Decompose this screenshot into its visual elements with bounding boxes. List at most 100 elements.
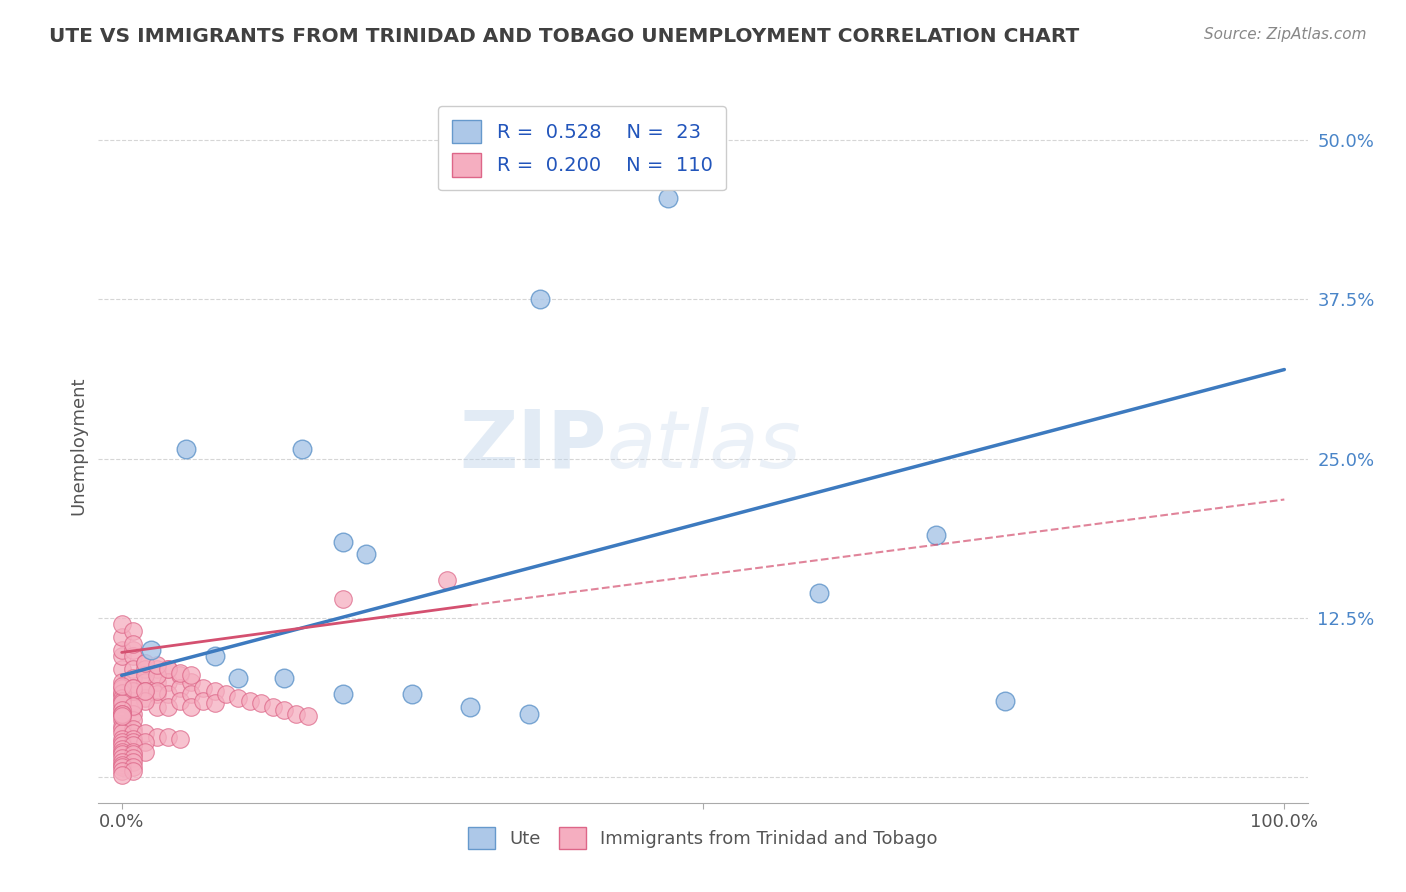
Point xyxy=(808,585,831,599)
Point xyxy=(157,688,180,702)
Point xyxy=(122,751,145,765)
Point xyxy=(122,662,145,676)
Point xyxy=(111,760,134,774)
Point xyxy=(111,739,134,753)
Point xyxy=(111,681,134,695)
Point xyxy=(169,668,191,682)
Point xyxy=(460,700,482,714)
Point xyxy=(111,713,134,727)
Point xyxy=(111,732,134,747)
Point xyxy=(134,662,156,676)
Point xyxy=(122,764,145,778)
Point xyxy=(332,688,354,702)
Point xyxy=(111,755,134,769)
Point xyxy=(134,656,156,670)
Point xyxy=(285,706,308,721)
Point xyxy=(122,643,145,657)
Point xyxy=(145,730,167,744)
Point xyxy=(122,624,145,638)
Point xyxy=(134,683,156,698)
Point xyxy=(122,700,145,714)
Point xyxy=(204,649,226,664)
Text: ZIP: ZIP xyxy=(458,407,606,485)
Point xyxy=(111,649,134,664)
Point xyxy=(134,683,156,698)
Point xyxy=(111,719,134,733)
Point xyxy=(122,671,145,685)
Point xyxy=(111,706,134,721)
Legend: Ute, Immigrants from Trinidad and Tobago: Ute, Immigrants from Trinidad and Tobago xyxy=(458,818,948,858)
Point xyxy=(111,747,134,762)
Point xyxy=(145,662,167,676)
Point xyxy=(134,656,156,670)
Point xyxy=(332,534,354,549)
Point xyxy=(169,732,191,747)
Point xyxy=(332,591,354,606)
Point xyxy=(122,681,145,695)
Point xyxy=(111,709,134,723)
Text: Source: ZipAtlas.com: Source: ZipAtlas.com xyxy=(1204,27,1367,42)
Point xyxy=(122,747,145,762)
Point xyxy=(111,697,134,711)
Point xyxy=(291,442,314,456)
Point xyxy=(134,734,156,748)
Point xyxy=(122,694,145,708)
Point xyxy=(111,691,134,706)
Point xyxy=(145,683,167,698)
Point xyxy=(204,683,226,698)
Point xyxy=(180,668,202,682)
Text: atlas: atlas xyxy=(606,407,801,485)
Point xyxy=(122,649,145,664)
Point xyxy=(122,706,145,721)
Point xyxy=(401,688,423,702)
Point xyxy=(111,725,134,739)
Text: UTE VS IMMIGRANTS FROM TRINIDAD AND TOBAGO UNEMPLOYMENT CORRELATION CHART: UTE VS IMMIGRANTS FROM TRINIDAD AND TOBA… xyxy=(49,27,1080,45)
Point xyxy=(134,683,156,698)
Point xyxy=(111,662,134,676)
Point xyxy=(273,671,295,685)
Point xyxy=(111,679,134,693)
Point xyxy=(134,668,156,682)
Point xyxy=(169,681,191,695)
Point xyxy=(122,725,145,739)
Point xyxy=(169,665,191,680)
Point xyxy=(111,630,134,644)
Point xyxy=(111,700,134,714)
Point xyxy=(111,617,134,632)
Point xyxy=(134,694,156,708)
Point xyxy=(657,190,679,204)
Point xyxy=(111,674,134,689)
Point xyxy=(145,674,167,689)
Point xyxy=(111,706,134,721)
Point xyxy=(994,694,1017,708)
Point xyxy=(122,739,145,753)
Point xyxy=(250,697,273,711)
Point xyxy=(273,703,295,717)
Point xyxy=(226,691,249,706)
Point xyxy=(157,700,180,714)
Point xyxy=(122,760,145,774)
Point xyxy=(122,734,145,748)
Point xyxy=(436,573,458,587)
Point xyxy=(191,694,214,708)
Point xyxy=(122,755,145,769)
Point xyxy=(145,668,167,682)
Point xyxy=(111,686,134,700)
Point xyxy=(122,683,145,698)
Point xyxy=(157,730,180,744)
Point xyxy=(191,681,214,695)
Point xyxy=(145,700,167,714)
Point xyxy=(529,293,551,307)
Point xyxy=(145,658,167,673)
Point xyxy=(111,764,134,778)
Point xyxy=(134,745,156,759)
Point xyxy=(111,706,134,721)
Point xyxy=(180,688,202,702)
Point xyxy=(517,706,540,721)
Point xyxy=(111,694,134,708)
Point xyxy=(111,745,134,759)
Point xyxy=(122,636,145,650)
Point xyxy=(111,703,134,717)
Point xyxy=(122,681,145,695)
Point xyxy=(157,662,180,676)
